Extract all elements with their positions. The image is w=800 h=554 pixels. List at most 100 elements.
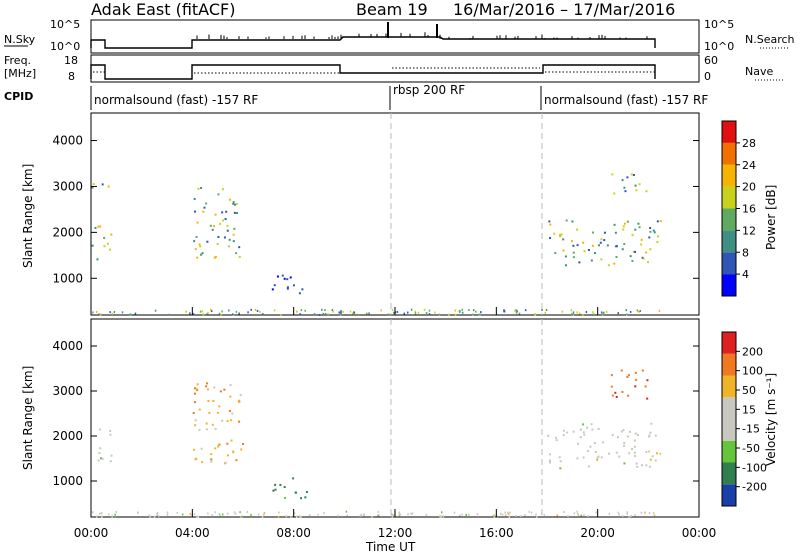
power-y-axis-label: Slant Range [km] bbox=[21, 164, 35, 268]
data-point bbox=[210, 308, 212, 311]
freq-tick-18: 18 bbox=[64, 54, 78, 67]
cpid-row: CPID normalsound (fast) -157 RF rbsp 200… bbox=[4, 83, 708, 110]
data-point bbox=[196, 389, 199, 392]
data-point bbox=[648, 450, 651, 453]
data-point bbox=[100, 512, 103, 515]
data-point bbox=[132, 313, 135, 316]
data-point bbox=[213, 386, 216, 389]
data-point bbox=[201, 252, 204, 255]
data-point bbox=[296, 515, 298, 518]
nsky-spikes bbox=[196, 32, 648, 39]
data-point bbox=[279, 483, 282, 486]
data-point bbox=[579, 436, 582, 439]
data-point bbox=[633, 439, 636, 442]
data-point bbox=[308, 514, 311, 517]
data-point bbox=[634, 385, 637, 388]
data-point bbox=[193, 197, 196, 200]
data-point bbox=[357, 313, 360, 316]
data-point bbox=[107, 185, 110, 188]
data-point bbox=[403, 312, 406, 315]
data-point bbox=[214, 213, 217, 216]
data-point bbox=[345, 510, 348, 513]
data-point bbox=[559, 467, 562, 470]
data-point bbox=[642, 257, 645, 260]
data-point bbox=[193, 401, 196, 404]
data-point bbox=[232, 451, 235, 454]
data-point bbox=[349, 310, 352, 313]
data-point bbox=[353, 311, 355, 314]
colorbar-swatch bbox=[722, 142, 736, 165]
data-point bbox=[641, 369, 644, 372]
nave-tick-0: 0 bbox=[704, 70, 711, 83]
data-point bbox=[211, 228, 214, 231]
data-point bbox=[553, 232, 556, 235]
data-point bbox=[218, 443, 221, 446]
data-point bbox=[99, 225, 102, 228]
data-point bbox=[198, 243, 201, 246]
colorbar-swatch bbox=[722, 121, 736, 143]
data-point bbox=[115, 510, 118, 513]
data-point bbox=[622, 228, 625, 231]
data-point bbox=[226, 420, 229, 423]
data-point bbox=[92, 183, 95, 186]
data-point bbox=[611, 394, 614, 397]
velocity-y-axis-label: Slant Range [km] bbox=[21, 366, 35, 470]
data-point bbox=[616, 436, 619, 439]
colorbar-swatch bbox=[722, 252, 736, 275]
data-point bbox=[583, 433, 586, 436]
data-point bbox=[129, 313, 132, 316]
power-colorbar: 28 24 20 16 12 8 4 bbox=[721, 120, 756, 297]
data-point bbox=[97, 225, 100, 228]
data-point bbox=[638, 226, 641, 229]
data-point bbox=[613, 223, 616, 226]
data-point bbox=[618, 513, 620, 516]
colorbar-tick-label: 100 bbox=[742, 365, 763, 378]
data-point bbox=[238, 246, 241, 249]
data-point bbox=[589, 445, 592, 448]
data-point bbox=[540, 513, 543, 516]
colorbar-swatch bbox=[722, 230, 736, 253]
data-point bbox=[425, 311, 428, 314]
data-point bbox=[621, 515, 624, 518]
data-point bbox=[380, 309, 382, 312]
data-point bbox=[543, 513, 545, 516]
data-point bbox=[206, 313, 209, 316]
data-point bbox=[653, 514, 656, 517]
data-point bbox=[565, 219, 568, 222]
data-point bbox=[233, 211, 236, 214]
data-point bbox=[242, 443, 245, 446]
data-point bbox=[562, 249, 565, 252]
data-point bbox=[101, 515, 103, 518]
data-point bbox=[226, 229, 229, 232]
data-point bbox=[193, 513, 196, 516]
data-point bbox=[621, 179, 624, 182]
data-point bbox=[209, 224, 212, 227]
data-point bbox=[583, 250, 586, 253]
data-point bbox=[221, 211, 224, 214]
data-point bbox=[628, 515, 630, 518]
data-point bbox=[548, 461, 551, 464]
data-point bbox=[250, 308, 252, 311]
data-point bbox=[582, 423, 585, 426]
nsky-bottom-tick-right: 10^0 bbox=[704, 40, 734, 53]
data-point bbox=[368, 312, 370, 315]
data-point bbox=[608, 452, 611, 455]
data-point bbox=[627, 394, 630, 397]
data-point bbox=[649, 227, 652, 230]
data-point bbox=[98, 452, 101, 455]
colorbar-swatch bbox=[722, 375, 736, 398]
data-point bbox=[158, 515, 160, 518]
data-point bbox=[576, 457, 579, 460]
data-point bbox=[558, 233, 561, 236]
cpid-label: CPID bbox=[4, 90, 33, 103]
data-point bbox=[622, 444, 625, 447]
data-point bbox=[194, 458, 197, 461]
data-point bbox=[148, 514, 150, 517]
data-point bbox=[300, 515, 302, 518]
colorbar-tick-label: 50 bbox=[742, 384, 756, 397]
data-point bbox=[548, 453, 551, 456]
colorbar-swatch bbox=[722, 419, 736, 441]
data-point bbox=[189, 512, 192, 515]
data-point bbox=[592, 311, 594, 314]
nave-tick-60: 60 bbox=[704, 54, 718, 67]
